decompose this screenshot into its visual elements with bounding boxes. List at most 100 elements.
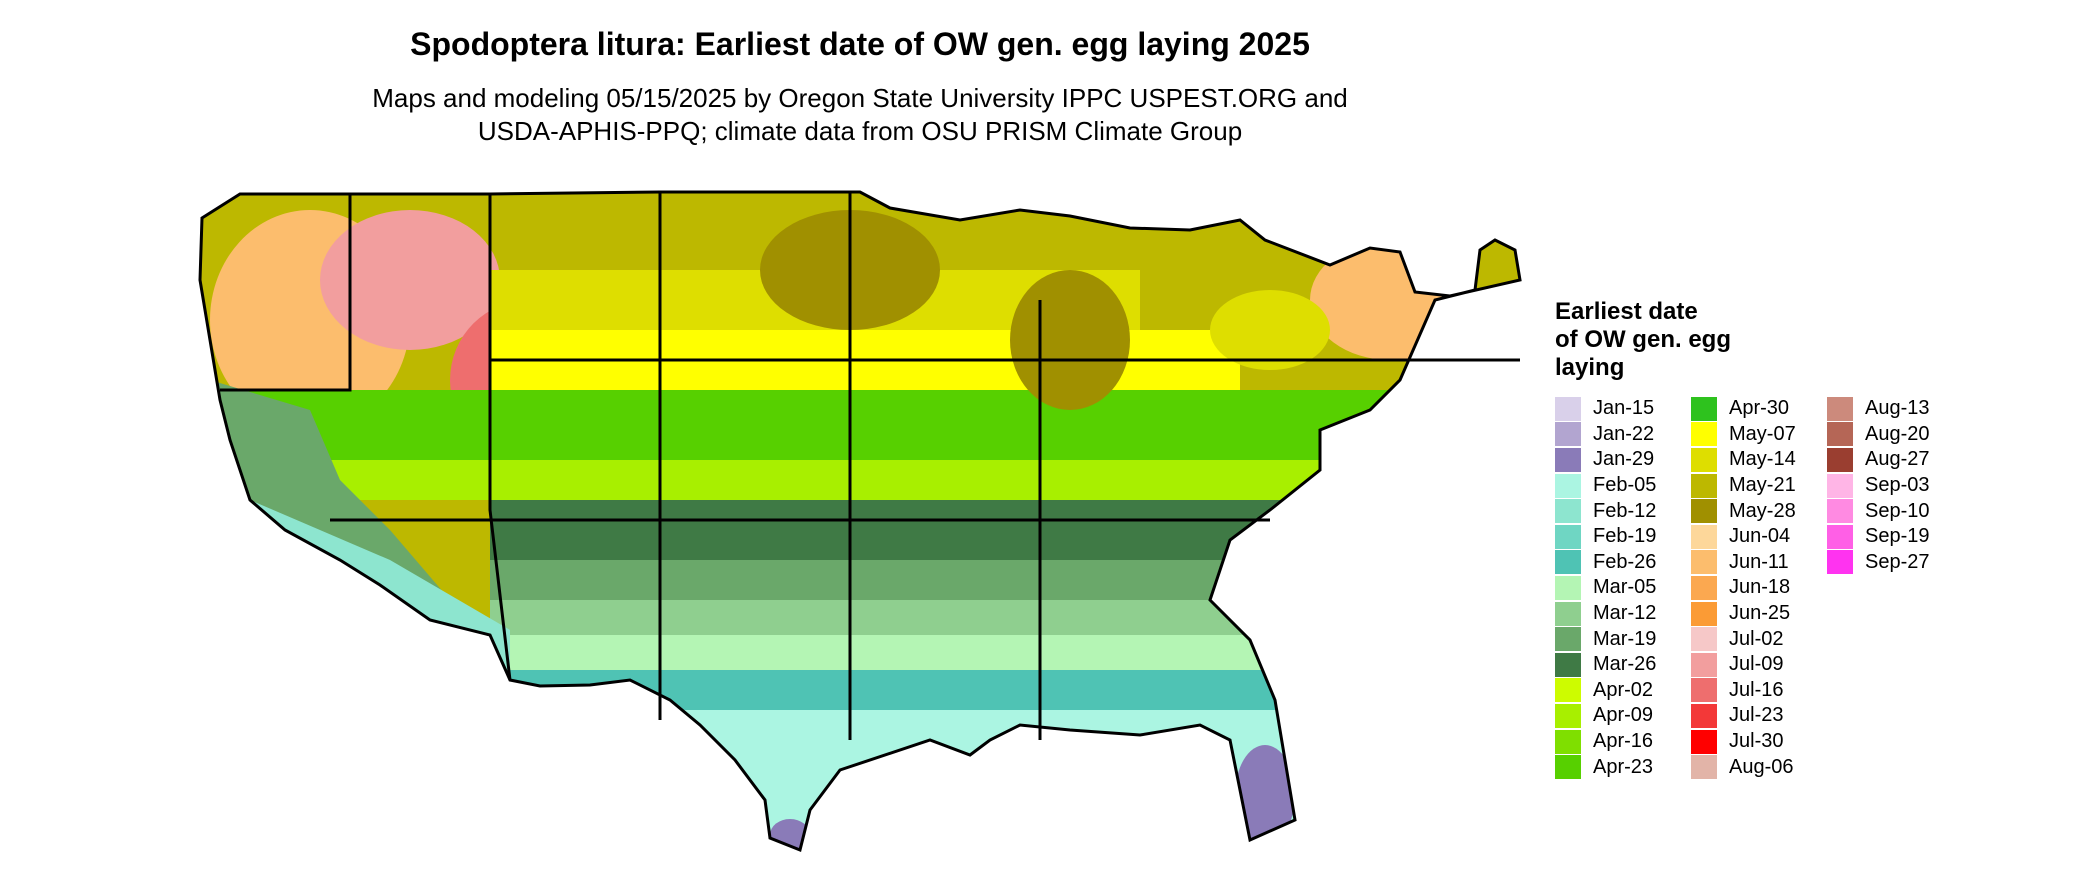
legend-item: Sep-03: [1827, 473, 1963, 499]
legend-item: Sep-10: [1827, 498, 1963, 524]
legend-swatch: [1827, 473, 1853, 498]
legend-column: Aug-13 Aug-20 Aug-27 Sep-03 Sep-10 Sep-19 Sep-…: [1827, 396, 1963, 780]
legend-swatch: [1691, 601, 1717, 626]
legend-item: Jan-15: [1555, 396, 1691, 422]
legend-label: Feb-19: [1593, 525, 1657, 548]
band-feb05: [490, 710, 1520, 850]
legend-item: May-07: [1691, 422, 1827, 448]
legend-swatch: [1691, 652, 1717, 677]
legend-item: Feb-19: [1555, 524, 1691, 550]
legend-label: Mar-26: [1593, 653, 1657, 676]
map-fill-group: [200, 192, 1520, 850]
legend-label: Jan-29: [1593, 448, 1655, 471]
region-rockies-north: [320, 210, 500, 350]
legend-swatch: [1555, 601, 1581, 626]
legend-label: Jul-02: [1729, 627, 1784, 650]
legend-swatch: [1691, 729, 1717, 754]
region-florida-south: [1235, 745, 1295, 845]
legend-column: Jan-15 Jan-22 Jan-29 Feb-05 Feb-12 Feb-19 Feb-…: [1555, 396, 1691, 780]
legend-item: Aug-27: [1827, 447, 1963, 473]
legend-item: Mar-19: [1555, 626, 1691, 652]
legend-item: Feb-05: [1555, 473, 1691, 499]
legend-swatch: [1555, 473, 1581, 498]
legend-swatch: [1691, 755, 1717, 780]
legend-swatch: [1691, 499, 1717, 524]
legend-item: Jun-25: [1691, 601, 1827, 627]
legend-column: Apr-30 May-07 May-14 May-21 May-28 Jun-04 Jun-…: [1691, 396, 1827, 780]
legend-item: May-14: [1691, 447, 1827, 473]
legend-item: Sep-19: [1827, 524, 1963, 550]
legend-swatch: [1555, 729, 1581, 754]
legend-label: Apr-23: [1593, 755, 1654, 778]
legend-swatch: [1555, 396, 1581, 421]
legend-swatch: [1555, 678, 1581, 703]
legend-swatch: [1691, 575, 1717, 600]
band-mar19: [490, 560, 1520, 600]
legend-item: Aug-13: [1827, 396, 1963, 422]
legend-label: Sep-03: [1865, 474, 1930, 497]
legend-swatch: [1555, 524, 1581, 549]
band-mar05: [490, 635, 1520, 670]
legend-title-line-3: laying: [1555, 354, 1625, 381]
legend-label: Apr-30: [1729, 397, 1790, 420]
legend-label: Aug-20: [1865, 422, 1930, 445]
legend-item: Jul-30: [1691, 729, 1827, 755]
legend-swatch: [1555, 550, 1581, 575]
legend-label: Jul-16: [1729, 678, 1784, 701]
legend-label: Feb-12: [1593, 499, 1657, 522]
legend-item: Feb-12: [1555, 498, 1691, 524]
legend-title-line-1: Earliest date: [1555, 298, 1698, 325]
legend-item: Jun-04: [1691, 524, 1827, 550]
legend-label: May-21: [1729, 474, 1796, 497]
legend-item: Apr-02: [1555, 678, 1691, 704]
band-mar26: [490, 500, 1520, 560]
legend-label: Jul-23: [1729, 704, 1784, 727]
legend-item: Apr-23: [1555, 754, 1691, 780]
legend-item: Apr-09: [1555, 703, 1691, 729]
legend-item: Jul-09: [1691, 652, 1827, 678]
region-newyork: [1210, 290, 1330, 370]
legend-label: May-14: [1729, 448, 1796, 471]
legend-swatch: [1827, 524, 1853, 549]
legend-swatch: [1691, 396, 1717, 421]
legend-label: Aug-06: [1729, 755, 1794, 778]
legend-label: Jun-18: [1729, 576, 1791, 599]
legend-label: Mar-12: [1593, 602, 1657, 625]
legend-label: Aug-13: [1865, 397, 1930, 420]
subtitle-line-2: USDA-APHIS-PPQ; climate data from OSU PR…: [477, 116, 1243, 146]
legend-title: Earliest date of OW gen. egg laying: [1555, 298, 1815, 382]
legend-item: Mar-26: [1555, 652, 1691, 678]
border-west: [488, 194, 512, 681]
legend-swatch: [1691, 703, 1717, 728]
legend-label: Jun-25: [1729, 602, 1791, 625]
legend-label: Aug-27: [1865, 448, 1930, 471]
legend-label: Feb-05: [1593, 474, 1657, 497]
legend-label: Feb-26: [1593, 550, 1657, 573]
legend-swatch: [1555, 447, 1581, 472]
legend-item: Apr-30: [1691, 396, 1827, 422]
subtitle-line-1: Maps and modeling 05/15/2025 by Oregon S…: [372, 83, 1348, 113]
legend-title-line-2: of OW gen. egg: [1555, 326, 1731, 353]
legend-swatch: [1827, 499, 1853, 524]
legend-swatch: [1827, 447, 1853, 472]
legend-item: Jan-29: [1555, 447, 1691, 473]
legend-item: Apr-16: [1555, 729, 1691, 755]
legend-label: Sep-27: [1865, 550, 1930, 573]
legend-swatch: [1555, 755, 1581, 780]
legend-item: Jun-11: [1691, 550, 1827, 576]
legend-swatch: [1691, 627, 1717, 652]
legend: Earliest date of OW gen. egg laying Jan-…: [1555, 298, 1963, 780]
legend-label: Apr-09: [1593, 704, 1654, 727]
legend-item: Feb-26: [1555, 550, 1691, 576]
legend-item: Aug-06: [1691, 754, 1827, 780]
legend-label: Mar-19: [1593, 627, 1657, 650]
legend-item: Jan-22: [1555, 422, 1691, 448]
border-or-wa: [220, 194, 352, 392]
band-apr09: [200, 460, 1520, 500]
state-borders: [198, 190, 1522, 852]
legend-swatch: [1555, 422, 1581, 447]
legend-label: Jun-04: [1729, 525, 1791, 548]
legend-swatch: [1691, 678, 1717, 703]
us-map-svg: [198, 190, 1522, 852]
legend-swatch: [1691, 447, 1717, 472]
